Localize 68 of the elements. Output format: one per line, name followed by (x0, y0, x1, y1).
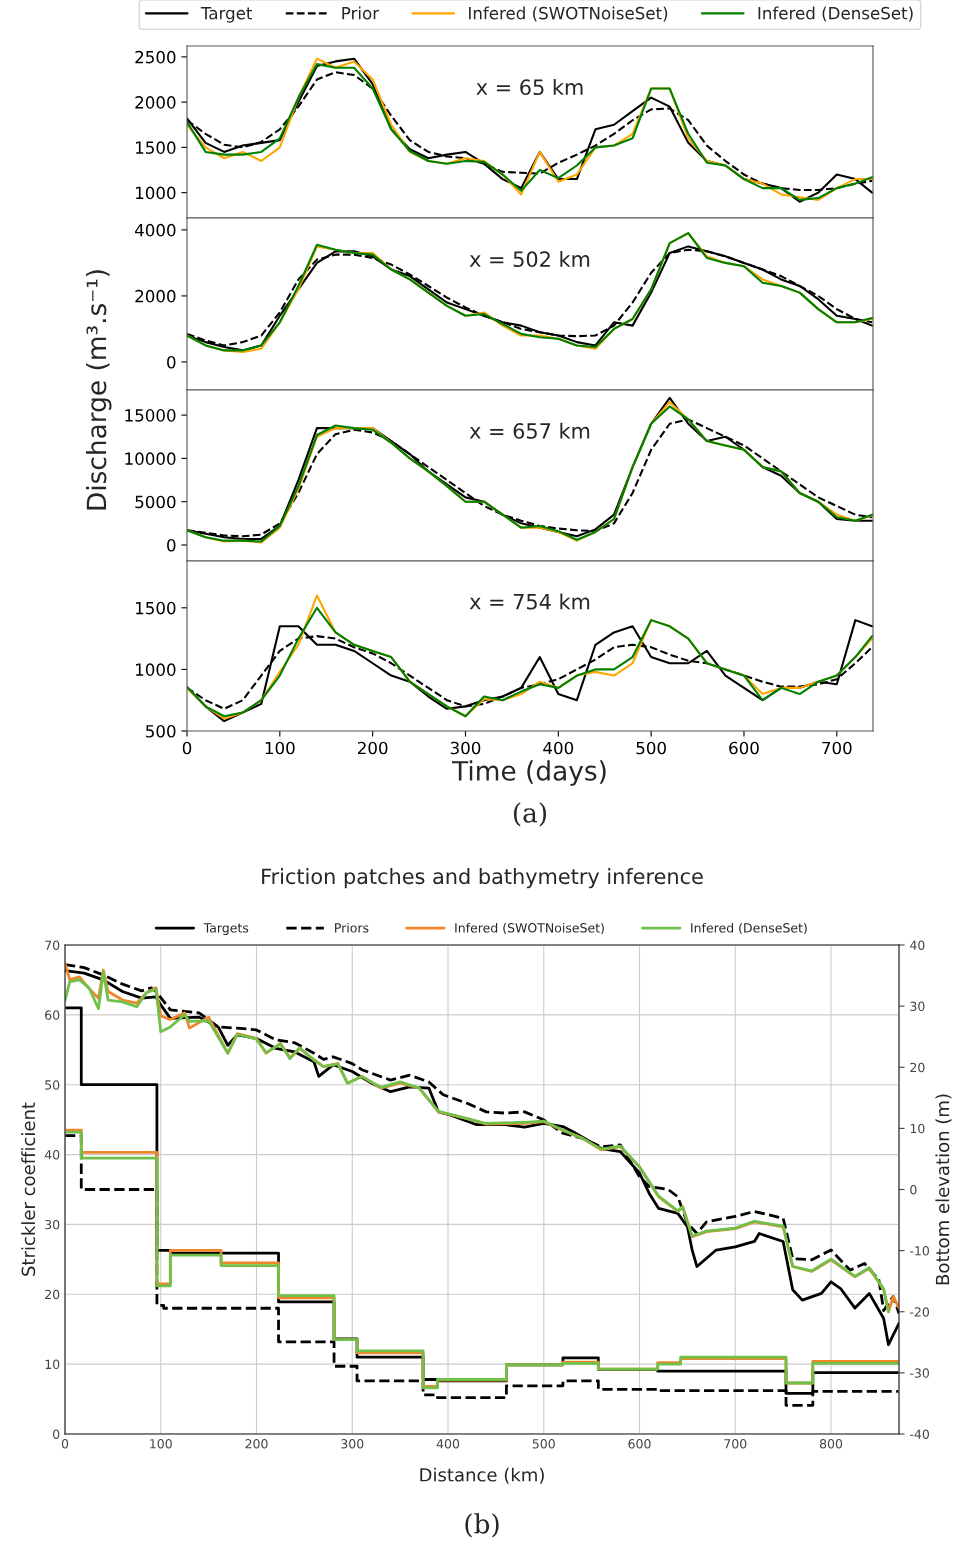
x-tick-label: 400 (543, 741, 574, 755)
x-tick-label: 700 (724, 1439, 747, 1449)
y-tick-label: 2000 (135, 96, 176, 109)
x-tick-label: 300 (450, 741, 481, 755)
y-tick-label: 4000 (134, 223, 176, 237)
x-axis-title: Time (days) (452, 760, 606, 786)
y-tick-label: 5000 (135, 495, 176, 509)
legend-label: Priors (335, 922, 369, 933)
x-tick-label: 600 (628, 1439, 651, 1449)
y-tick-label: 500 (146, 724, 176, 738)
annotation: x = 754 km (469, 593, 590, 610)
text: (b) (465, 1513, 499, 1538)
y2-tick-label: 0 (910, 1184, 917, 1195)
y-axis-title: Strickler coefficient (21, 1102, 36, 1276)
y2-tick-label: 30 (910, 1001, 925, 1012)
text: (a) (513, 802, 547, 827)
x-tick-label: 100 (265, 741, 295, 755)
x-tick-label: 700 (822, 741, 852, 755)
y-tick-label: 30 (45, 1219, 60, 1230)
x-tick-label: 100 (150, 1439, 172, 1449)
x-tick-label: 0 (182, 741, 192, 755)
y-tick-label: 20 (45, 1289, 60, 1300)
y-tick-label: 1000 (136, 186, 176, 200)
annotation: x = 502 km (469, 250, 590, 268)
y-tick-label: 1000 (136, 663, 176, 676)
y2-tick-label: 10 (910, 1123, 925, 1134)
x-tick-label: 500 (532, 1439, 555, 1449)
y-tick-label: 0 (167, 538, 176, 552)
y2-tick-label: -10 (910, 1246, 929, 1256)
y-tick-label: 1500 (136, 601, 176, 615)
y-tick-label: 60 (45, 1010, 60, 1020)
y-tick-label: 2500 (135, 50, 176, 64)
y2-tick-label: -20 (910, 1307, 929, 1317)
y2-tick-label: -30 (910, 1368, 929, 1378)
x-tick-label: 0 (61, 1439, 69, 1449)
y-tick-label: 40 (44, 1150, 60, 1160)
y-tick-label: 10 (45, 1359, 60, 1370)
y2-tick-label: 40 (910, 940, 925, 950)
y2-tick-label: 20 (910, 1062, 925, 1073)
legend-label: Infered (DenseSet) (758, 6, 913, 22)
x-tick-label: 200 (245, 1439, 268, 1449)
annotation: x = 657 km (469, 422, 590, 439)
x-axis-title: Distance (km) (420, 1467, 544, 1484)
y-tick-label: 2000 (135, 289, 176, 303)
legend-label: Targets (203, 923, 249, 935)
y-tick-label: 0 (53, 1429, 60, 1439)
y-tick-label: 50 (45, 1080, 60, 1090)
x-tick-label: 500 (636, 741, 666, 755)
y2-tick-label: -40 (910, 1429, 929, 1439)
x-tick-label: 400 (436, 1439, 460, 1449)
y-tick-label: 10000 (125, 452, 176, 465)
x-tick-label: 600 (729, 741, 759, 755)
legend-label: Infered (DenseSet) (691, 922, 807, 935)
legend-label: Infered (SWOTNoiseSet) (469, 6, 668, 22)
legend-label: Target (200, 7, 253, 23)
x-tick-label: 300 (341, 1439, 364, 1449)
y-tick-label: 1500 (136, 141, 176, 154)
y-axis-title: Discharge (m³.s⁻¹) (86, 270, 112, 510)
x-tick-label: 200 (357, 741, 388, 755)
y-tick-label: 0 (167, 355, 176, 369)
y-tick-label: 70 (45, 940, 60, 950)
legend-label: Infered (SWOTNoiseSet) (455, 922, 604, 935)
annotation: x = 65 km (476, 78, 583, 96)
y-tick-label: 15000 (125, 409, 176, 422)
chart-title: Friction patches and bathymetry inference (262, 868, 703, 889)
x-tick-label: 800 (819, 1439, 843, 1449)
legend-label: Prior (342, 6, 380, 20)
y2-axis-title: Bottom elevation (m) (935, 1094, 952, 1285)
